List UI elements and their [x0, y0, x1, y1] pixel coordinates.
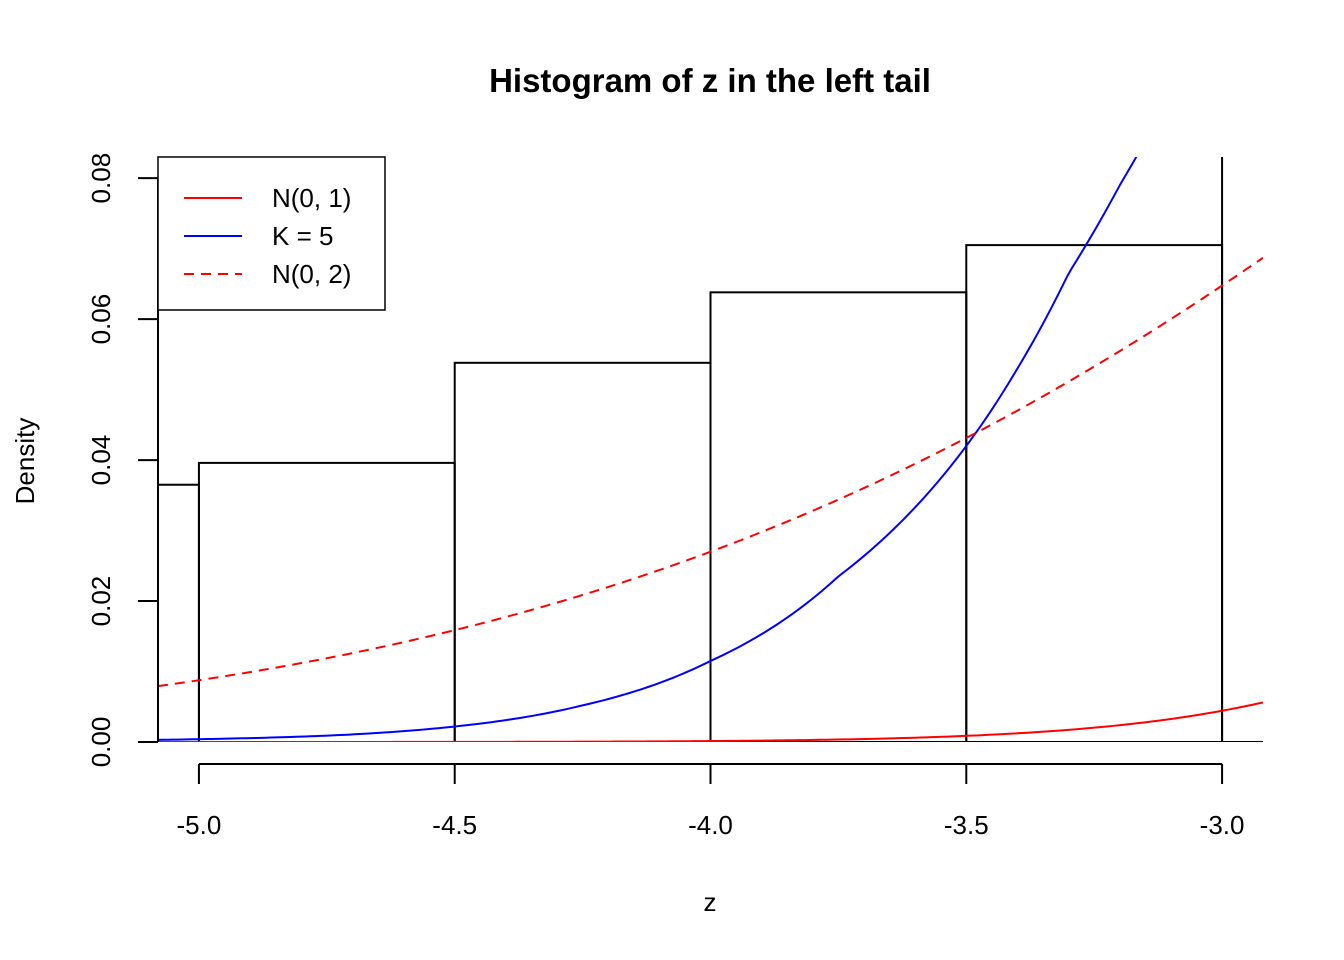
x-tick-label: -3.5	[944, 810, 989, 840]
histogram-bar	[197, 461, 456, 742]
chart-title: Histogram of z in the left tail	[489, 62, 931, 99]
x-tick-label: -4.5	[432, 810, 477, 840]
legend: N(0, 1) K = 5 N(0, 2)	[157, 156, 386, 311]
x-axis-label: z	[704, 887, 717, 917]
x-tick-label: -4.0	[688, 810, 733, 840]
legend-entry-label: N(0, 1)	[272, 183, 351, 213]
histogram-bar	[965, 244, 1224, 742]
curve-k-5	[158, 157, 1138, 741]
plot-content	[158, 157, 1263, 742]
legend-box	[157, 156, 386, 311]
histogram-bar	[1221, 157, 1263, 742]
x-tick-label: -5.0	[177, 810, 222, 840]
plot-area	[158, 157, 1263, 742]
histogram-bar	[709, 291, 968, 742]
curve-n-0-2	[158, 256, 1263, 688]
y-tick-label: 0.06	[86, 294, 116, 345]
legend-entry-label: N(0, 2)	[272, 259, 351, 289]
y-tick-label: 0.08	[86, 153, 116, 204]
histogram-bar	[453, 361, 712, 742]
curve-n-0-1	[158, 701, 1263, 742]
x-tick-label: -3.0	[1200, 810, 1245, 840]
y-tick-label: 0.04	[86, 435, 116, 486]
y-axis-label: Density	[10, 418, 40, 505]
y-tick-label: 0.02	[86, 576, 116, 627]
y-tick-label: 0.00	[86, 717, 116, 768]
legend-entry-label: K = 5	[272, 221, 333, 251]
